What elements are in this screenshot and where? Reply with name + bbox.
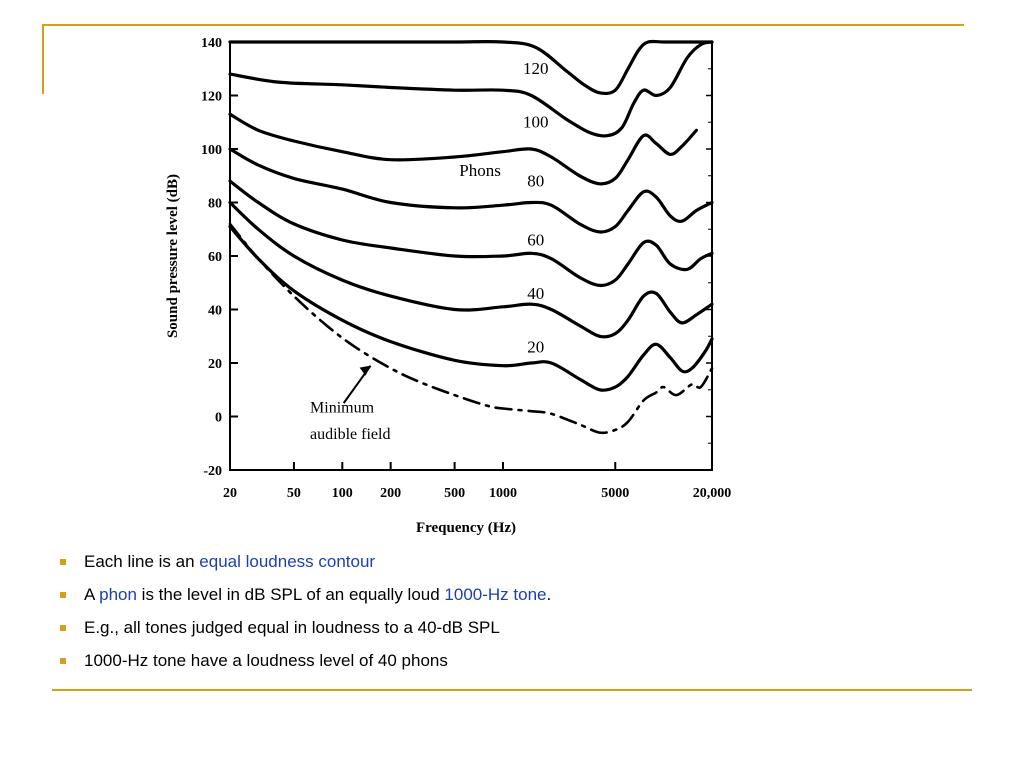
- bullet-item: Each line is an equal loudness contour: [58, 550, 551, 583]
- bullet-square-icon: [60, 592, 66, 598]
- series-line-40: [228, 179, 714, 288]
- contour-label-20: 20: [527, 337, 544, 356]
- highlighted-term: equal loudness contour: [199, 552, 376, 571]
- highlighted-term: phon: [99, 585, 137, 604]
- bullet-list: Each line is an equal loudness contour A …: [58, 550, 551, 682]
- series-line-minimum-audible-field: [228, 222, 714, 435]
- bullet-square-icon: [60, 658, 66, 664]
- bullet-text: E.g., all tones judged equal in loudness…: [84, 618, 500, 637]
- x-tick-label: 500: [444, 486, 465, 501]
- contour-label-120: 120: [523, 59, 549, 78]
- bullet-item: 1000-Hz tone have a loudness level of 40…: [58, 649, 551, 682]
- series-line-20: [228, 200, 714, 339]
- bullet-item: E.g., all tones judged equal in loudness…: [58, 616, 551, 649]
- slide-top-rule: [42, 24, 964, 26]
- contour-label-80: 80: [527, 171, 544, 190]
- y-tick-label: 100: [201, 143, 222, 158]
- y-tick-label: 60: [208, 250, 222, 265]
- y-tick-label: 0: [215, 411, 222, 426]
- x-tick-label: 20,000: [693, 486, 732, 501]
- bullet-item: A phon is the level in dB SPL of an equa…: [58, 583, 551, 616]
- contour-label-60: 60: [527, 230, 544, 249]
- series-line-10: [228, 225, 714, 392]
- bullet-text: A: [84, 585, 100, 604]
- contour-label-100: 100: [523, 113, 549, 132]
- phons-label: Phons: [459, 161, 501, 180]
- x-axis-label: Frequency (Hz): [416, 520, 516, 536]
- annotation-arrowhead: [359, 365, 371, 376]
- x-tick-label: 200: [380, 486, 401, 501]
- annotation-line-2: audible field: [310, 426, 390, 443]
- y-axis-label: Sound pressure level (dB): [165, 174, 181, 338]
- series-line-60: [228, 147, 714, 234]
- series-line-120: [228, 39, 714, 96]
- x-tick-label: 5000: [601, 486, 629, 501]
- bullet-square-icon: [60, 625, 66, 631]
- bullet-square-icon: [60, 559, 66, 565]
- x-tick-label: 20: [223, 486, 237, 501]
- series-line-100: [228, 40, 714, 138]
- chart-series: [228, 39, 714, 435]
- x-tick-label: 100: [332, 486, 353, 501]
- bullet-text: Each line is an: [84, 552, 200, 571]
- y-tick-label: 80: [208, 197, 222, 212]
- slide-bottom-rule: [52, 689, 972, 691]
- x-tick-label: 50: [287, 486, 301, 501]
- bullet-text: 1000-Hz tone have a loudness level of 40…: [84, 651, 448, 670]
- y-tick-label: 140: [201, 36, 222, 51]
- y-tick-label: 40: [208, 304, 222, 319]
- x-tick-label: 1000: [489, 486, 517, 501]
- highlighted-term: 1000-Hz tone: [444, 585, 547, 604]
- bullet-text: is the level in dB SPL of an equally lou…: [136, 585, 445, 604]
- series-line-80: [228, 112, 698, 186]
- bullet-text: .: [546, 585, 552, 604]
- y-tick-label: 20: [208, 357, 222, 372]
- contour-label-40: 40: [527, 284, 544, 303]
- y-tick-label: -20: [203, 464, 222, 479]
- y-tick-label: 120: [201, 90, 222, 105]
- annotation-line-1: Minimum: [310, 399, 375, 416]
- slide-left-rule: [42, 24, 44, 94]
